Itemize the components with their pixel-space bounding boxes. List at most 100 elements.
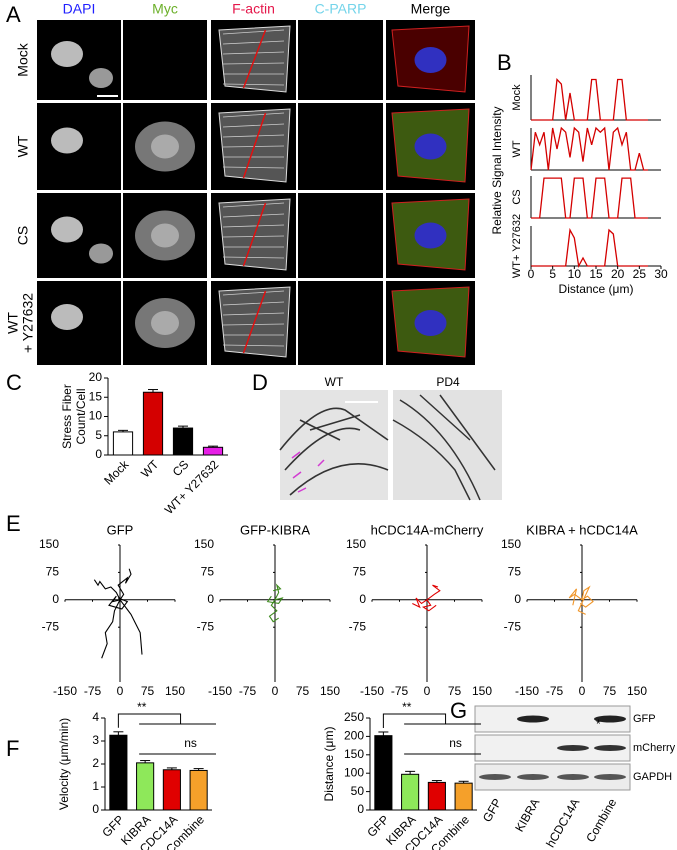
y-tick-label: 75 (46, 565, 60, 579)
y-tick-label: 50 (351, 784, 365, 798)
bar (112, 431, 134, 456)
profile (531, 227, 648, 269)
x-tick-label: 0 (424, 684, 431, 698)
row-label: Mock (15, 42, 31, 76)
nucleus (51, 127, 83, 154)
asterisk: * (596, 717, 601, 731)
bar (109, 734, 128, 811)
bar (136, 762, 155, 811)
x-tick-label: 75 (603, 684, 617, 698)
x-tick-label: 0 (579, 684, 586, 698)
panel-letter: C (6, 370, 22, 395)
image-label: WT (325, 375, 344, 389)
y-axis-label: Distance (μm) (322, 727, 336, 802)
y-tick-label: 200 (344, 729, 364, 743)
nucleus (414, 222, 447, 249)
micrograph (280, 390, 388, 500)
y-tick-label: 0 (514, 592, 521, 606)
profile-line (242, 202, 267, 267)
band (557, 745, 589, 751)
x-tick-label: -150 (53, 684, 77, 698)
bar (454, 782, 473, 811)
image-label: PD4 (436, 375, 460, 389)
row-label: + Y27632 (20, 293, 36, 353)
band (594, 745, 626, 751)
band (594, 774, 626, 780)
y-tick-label: 2 (92, 756, 99, 770)
panel-letter: E (6, 511, 21, 536)
nucleus (414, 133, 447, 160)
fiber (222, 213, 285, 218)
nucleus (414, 47, 447, 73)
x-tick-label: 150 (165, 684, 185, 698)
panel-letter: G (450, 698, 467, 723)
row-label: WT (15, 135, 31, 157)
band-label: mCherry (633, 742, 676, 754)
band-label: GAPDH (633, 771, 672, 783)
series-label: WT (511, 140, 523, 157)
profile (531, 177, 648, 219)
y-axis-label: Velocity (μm/min) (57, 718, 71, 810)
bracket (117, 713, 182, 728)
panel-letter: B (497, 50, 512, 75)
band (517, 715, 549, 723)
band (479, 774, 511, 780)
x-tick-label: 5 (549, 267, 556, 281)
y-tick-label: -75 (197, 619, 215, 633)
y-tick-label: 0 (95, 447, 102, 461)
y-tick-label: 4 (92, 710, 99, 724)
column-header: C-PARP (315, 1, 367, 17)
x-axis-label: Distance (μm) (559, 282, 634, 296)
x-tick-label: -75 (391, 684, 409, 698)
x-tick-label: 150 (472, 684, 492, 698)
x-tick-label: 75 (296, 684, 310, 698)
cell (151, 223, 179, 248)
trajectory (268, 599, 279, 623)
fiber (222, 123, 285, 128)
band-label: GFP (633, 713, 656, 725)
micrograph (123, 20, 207, 100)
band (557, 774, 589, 780)
trajectory (266, 595, 284, 605)
micrograph (298, 20, 383, 100)
bar (427, 781, 446, 811)
fiber (222, 224, 285, 228)
x-tick-label: -150 (515, 684, 539, 698)
panel-letter: D (252, 370, 268, 395)
trajectory (568, 588, 583, 606)
bar (172, 427, 194, 456)
x-tick-label: 20 (611, 267, 625, 281)
x-tick-label: -75 (84, 684, 102, 698)
nucleus (414, 310, 447, 336)
nucleus (51, 216, 83, 243)
micrograph (298, 281, 383, 365)
arrow (291, 451, 325, 493)
y-tick-label: 5 (95, 428, 102, 442)
y-tick-label: 10 (89, 409, 103, 423)
significance: ns (184, 736, 197, 750)
trajectory (117, 568, 132, 601)
y-tick-label: -75 (42, 619, 60, 633)
fiber (222, 29, 285, 35)
bar (142, 391, 164, 456)
x-tick-label: 0 (117, 684, 124, 698)
x-tick-label: 150 (320, 684, 340, 698)
y-tick-label: -75 (349, 619, 367, 633)
trajectory (93, 579, 121, 601)
x-tick-label: 30 (654, 267, 668, 281)
x-tick-label: 15 (589, 267, 603, 281)
panel-letter: A (6, 2, 21, 27)
nucleus (51, 304, 83, 330)
y-tick-label: 0 (52, 592, 59, 606)
trajectory (273, 583, 282, 601)
bar (202, 446, 224, 456)
y-tick-label: 75 (201, 565, 215, 579)
series-label: CS (511, 189, 523, 204)
column-header: Myc (152, 1, 178, 17)
trajectory (412, 597, 428, 609)
y-tick-label: 20 (89, 370, 103, 384)
band (517, 774, 549, 780)
panel-letter: F (6, 736, 19, 761)
plot-title: GFP-KIBRA (240, 522, 310, 537)
x-tick-label: -75 (546, 684, 564, 698)
